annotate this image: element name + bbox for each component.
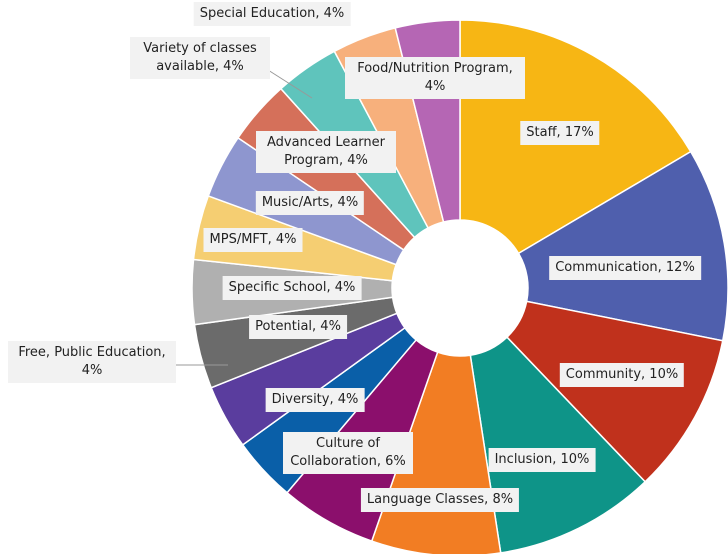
data-label: Language Classes, 8% (360, 488, 520, 512)
data-label: Specific School, 4% (222, 276, 362, 300)
data-label: Communication, 12% (549, 256, 701, 280)
leader-line (267, 69, 313, 99)
data-label: Community, 10% (559, 363, 685, 387)
donut-slice (517, 150, 728, 342)
data-label: Inclusion, 10% (488, 448, 596, 472)
data-label: Special Education, 4% (193, 2, 351, 26)
data-label: Free, Public Education, 4% (8, 341, 176, 383)
data-label: Variety of classes available, 4% (130, 37, 270, 79)
data-label: MPS/MFT, 4% (203, 228, 303, 252)
data-label: Diversity, 4% (265, 388, 365, 412)
data-label: Music/Arts, 4% (255, 191, 365, 215)
data-label: Staff, 17% (520, 121, 600, 145)
donut-slice (505, 300, 724, 483)
data-label: Potential, 4% (249, 315, 347, 339)
data-label: Food/Nutrition Program, 4% (345, 57, 525, 99)
data-label: Culture of Collaboration, 6% (283, 432, 413, 474)
data-label: Advanced Learner Program, 4% (256, 131, 396, 173)
